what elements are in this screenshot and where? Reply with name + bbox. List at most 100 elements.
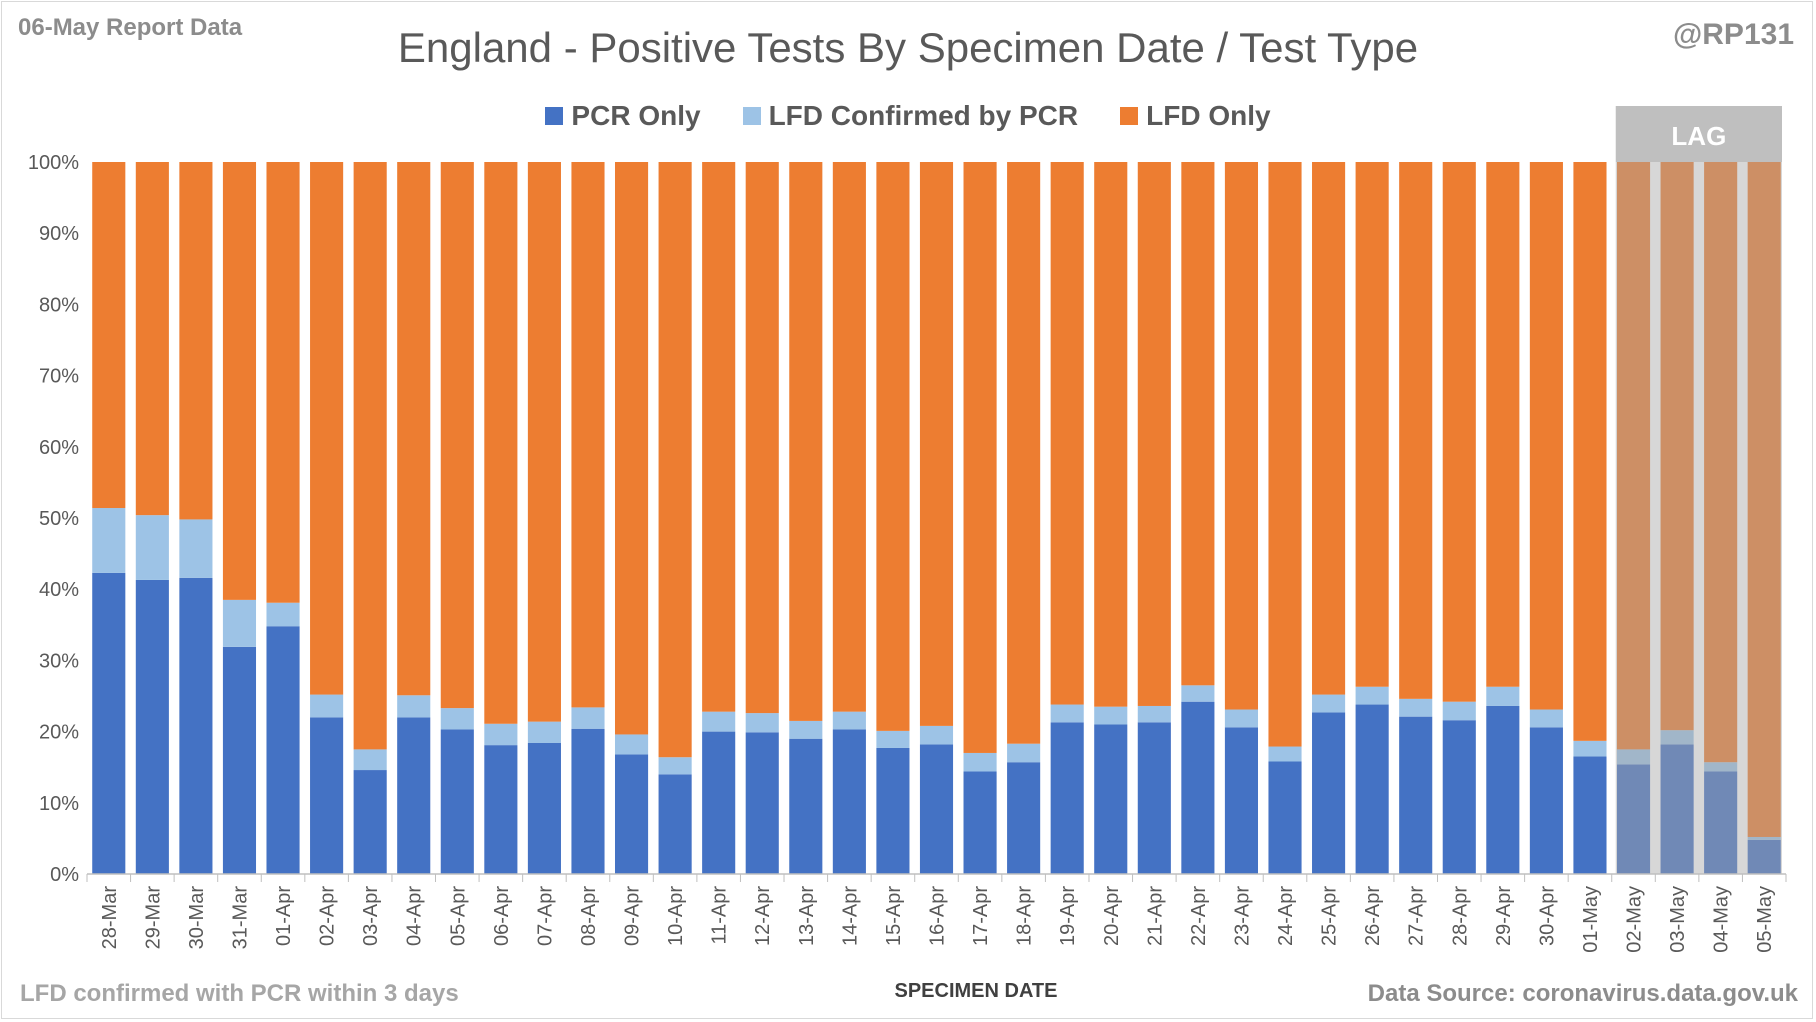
bar-lfd-only [571, 162, 605, 708]
bar-lfd-confirmed-by-pcr [1660, 730, 1694, 745]
bar-lfd-confirmed-by-pcr [876, 730, 910, 748]
x-tick-label: 10-Apr [665, 886, 687, 946]
bar-lfd-only [702, 162, 736, 712]
bar-lfd-only [1181, 162, 1215, 686]
bar-lfd-confirmed-by-pcr [745, 713, 779, 733]
bar-lfd-only [1616, 162, 1651, 750]
x-tick-label: 08-Apr [578, 886, 600, 946]
bar-lfd-only [1355, 162, 1389, 687]
x-tick-label: 04-Apr [404, 886, 426, 946]
bar-lfd-only [832, 162, 866, 712]
bar-lfd-confirmed-by-pcr [919, 725, 954, 745]
x-tick-label: 03-Apr [360, 886, 382, 946]
bar-lfd-confirmed-by-pcr [440, 708, 474, 730]
bar-lfd-only [135, 162, 169, 516]
bar-lfd-only [1007, 162, 1041, 744]
y-tick-label: 50% [39, 508, 79, 530]
bar-pcr-only [353, 770, 387, 874]
bar-lfd-only [1399, 162, 1433, 699]
x-tick-label: 23-Apr [1231, 886, 1253, 946]
bar-lfd-confirmed-by-pcr [658, 757, 692, 775]
bar-pcr-only [222, 646, 257, 874]
bar-lfd-only [1573, 162, 1607, 741]
bar-lfd-confirmed-by-pcr [1181, 685, 1215, 702]
bar-lfd-only [1094, 162, 1128, 707]
bar-lfd-only [745, 162, 779, 714]
chart-title: England - Positive Tests By Specimen Dat… [397, 24, 1419, 71]
bar-lfd-only [1529, 162, 1563, 710]
y-tick-label: 90% [39, 223, 79, 245]
x-tick-label: 12-Apr [752, 886, 774, 946]
bar-pcr-only [1268, 761, 1302, 874]
bar-pcr-only [1573, 756, 1607, 874]
x-tick-label: 29-Apr [1493, 886, 1515, 946]
bar-pcr-only [658, 774, 692, 874]
y-tick-label: 10% [39, 793, 79, 815]
bar-lfd-confirmed-by-pcr [789, 720, 823, 739]
legend-label-pcr-only: PCR Only [571, 100, 701, 131]
lag-label: LAG [1671, 121, 1726, 151]
x-tick-label: 06-Apr [491, 886, 513, 946]
bar-pcr-only [92, 572, 126, 874]
bar-lfd-only [527, 162, 561, 722]
x-tick-label: 14-Apr [839, 886, 861, 946]
legend-item-pcr-only[interactable]: PCR Only [545, 100, 701, 132]
bar-pcr-only [1486, 705, 1520, 874]
legend-item-lfd-confirmed[interactable]: LFD Confirmed by PCR [742, 100, 1078, 132]
y-tick-label: 80% [39, 294, 79, 316]
bar-lfd-only [353, 162, 387, 750]
x-tick-label: 19-Apr [1057, 886, 1079, 946]
x-tick-label: 01-Apr [273, 886, 295, 946]
author-handle: @RP131 [1673, 18, 1794, 51]
x-tick-label: 30-Mar [186, 886, 208, 950]
x-tick-label: 20-Apr [1101, 886, 1123, 946]
bar-pcr-only [1529, 727, 1563, 874]
x-tick-label: 02-May [1624, 886, 1646, 953]
bar-lfd-only [1660, 162, 1694, 731]
bar-lfd-only [484, 162, 518, 724]
x-axis-title: SPECIMEN DATE [894, 980, 1058, 1002]
bar-pcr-only [1181, 701, 1215, 874]
chart-legend: PCR Only LFD Confirmed by PCR LFD Only [0, 100, 1816, 132]
bar-pcr-only [1007, 762, 1041, 874]
bar-lfd-only [222, 162, 257, 600]
bar-lfd-confirmed-by-pcr [1616, 749, 1651, 765]
legend-item-lfd-only[interactable]: LFD Only [1120, 100, 1271, 132]
bar-pcr-only [1399, 716, 1433, 874]
bar-lfd-confirmed-by-pcr [1442, 701, 1476, 721]
y-tick-label: 40% [39, 579, 79, 601]
x-tick-label: 13-Apr [796, 886, 818, 946]
bar-lfd-only [1224, 162, 1259, 710]
bar-pcr-only [1660, 744, 1694, 874]
y-tick-label: 70% [39, 366, 79, 388]
bar-lfd-only [1050, 162, 1084, 705]
bar-pcr-only [745, 732, 779, 874]
bar-pcr-only [1747, 839, 1781, 874]
bar-lfd-only [1704, 162, 1738, 763]
bar-lfd-confirmed-by-pcr [571, 707, 605, 729]
bar-pcr-only [832, 729, 866, 874]
bar-lfd-only [1268, 162, 1302, 747]
bar-lfd-only [440, 162, 474, 709]
x-tick-label: 17-Apr [970, 886, 992, 946]
bar-lfd-confirmed-by-pcr [353, 749, 387, 771]
bar-lfd-confirmed-by-pcr [702, 711, 736, 732]
bar-lfd-confirmed-by-pcr [397, 695, 431, 718]
bar-lfd-confirmed-by-pcr [614, 734, 649, 755]
bar-pcr-only [1704, 771, 1738, 874]
x-tick-label: 03-May [1667, 886, 1689, 953]
bar-pcr-only [1050, 722, 1084, 874]
bar-lfd-only [1442, 162, 1476, 702]
y-tick-label: 100% [28, 152, 79, 174]
x-tick-label: 30-Apr [1536, 886, 1558, 946]
bar-lfd-confirmed-by-pcr [832, 711, 866, 730]
bar-pcr-only [1312, 712, 1346, 874]
bar-lfd-confirmed-by-pcr [1355, 686, 1389, 705]
x-tick-label: 27-Apr [1406, 886, 1428, 946]
bar-lfd-only [1747, 162, 1781, 837]
x-tick-label: 31-Mar [229, 886, 251, 950]
bar-pcr-only [789, 738, 823, 874]
x-tick-label: 26-Apr [1362, 886, 1384, 946]
bar-lfd-only [1486, 162, 1520, 687]
